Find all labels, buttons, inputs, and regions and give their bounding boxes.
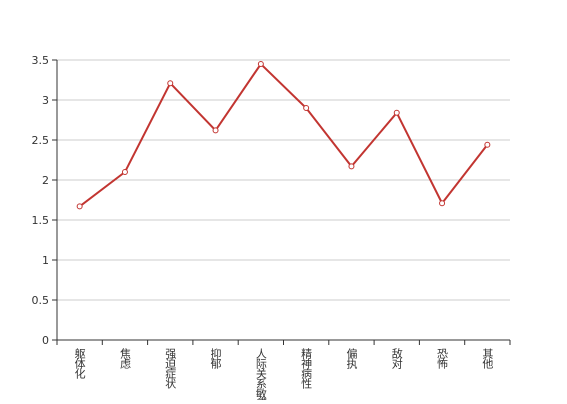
point <box>167 80 174 87</box>
x-tick-label: 敌对 <box>390 347 403 369</box>
y-tick-label: 2 <box>42 174 49 187</box>
y-tick-label: 0.5 <box>32 294 50 307</box>
y-tick-label: 0 <box>42 334 49 347</box>
line <box>79 62 489 208</box>
point <box>348 163 355 170</box>
point <box>257 61 264 67</box>
y-tick-label: 3 <box>42 94 49 107</box>
x-tick-label: 躯体化 <box>73 348 86 380</box>
point <box>439 200 446 207</box>
point <box>484 141 491 148</box>
point <box>121 169 128 175</box>
x-tick-label: 抑郁 <box>209 347 222 369</box>
y-tick-label: 2.5 <box>32 134 50 147</box>
x-tick-label: 人际关系敏感 <box>254 348 267 400</box>
x-tick-label: 恐怖 <box>436 348 449 369</box>
point <box>393 109 400 116</box>
x-tick-label: 焦虑 <box>118 348 131 369</box>
x-tick-label: 其他 <box>481 348 494 369</box>
point <box>303 105 310 111</box>
y-tick-label: 1.5 <box>32 214 50 227</box>
point <box>212 127 219 134</box>
point <box>76 203 83 210</box>
x-tick-label: 强迫症状 <box>164 348 177 389</box>
y-tick-label: 3.5 <box>32 54 50 67</box>
x-tick-label: 精神病性 <box>300 348 313 390</box>
x-tick-label: 偏执 <box>345 347 358 370</box>
y-tick-label: 1 <box>42 254 49 267</box>
